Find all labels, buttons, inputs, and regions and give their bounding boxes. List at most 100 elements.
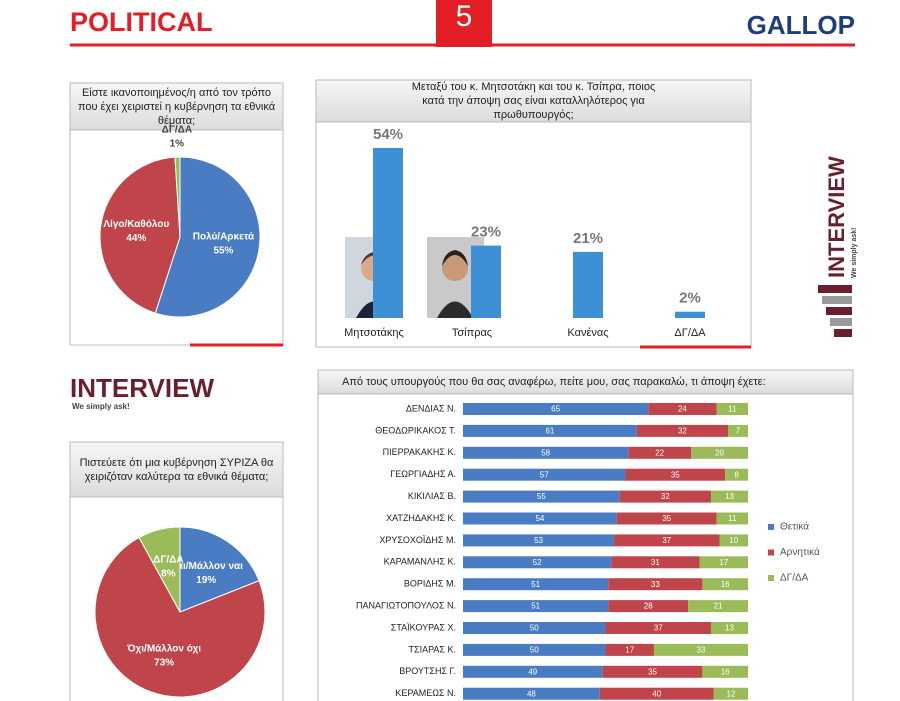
bar-segment [628,446,691,459]
pie-slice [179,526,260,613]
page-box [436,0,492,47]
value-label: 24 [678,405,687,414]
y-tick-label: ΤΣΙΑΡΑΣ Κ. [409,644,456,654]
bar-segment [463,600,609,613]
value-label: 32 [678,427,687,436]
legend-swatch [768,575,774,581]
logo-name: INTERVIEW [70,373,214,403]
bar-segment [710,490,748,503]
value-label: 21 [714,602,723,611]
pie-slice [138,526,181,613]
bar-segment [616,512,717,525]
legend-swatch [768,524,774,530]
bar-segment [611,556,700,569]
bar-segment [463,446,629,459]
bar [471,245,501,318]
value-label: 17 [719,558,728,567]
legend-swatch [768,549,774,556]
bar-segment [463,512,617,525]
bar-segment [608,578,703,591]
logo-mark [818,285,852,337]
logo-slogan: We simply ask! [72,402,130,411]
pie-slice [99,156,181,314]
value-label: 21% [573,230,603,247]
bar-segment [463,578,609,591]
slice-value: 55% [213,246,233,257]
x-tick-label: Κανένας [567,327,608,339]
value-label: 65 [551,405,560,414]
bar-segment [716,512,748,525]
value-label: 52 [533,558,542,567]
bar [675,311,705,318]
value-label: 10 [729,536,738,545]
slice-value: 19% [196,575,216,586]
slice-label: Πολύ/Αρκετά [193,232,255,243]
pie-slice [94,536,266,698]
bar [573,251,603,318]
slice-label: Λίγο/Καθόλου [103,219,169,230]
pie-slice [174,156,181,238]
value-label: 13 [725,624,734,633]
bar-segment [713,687,748,700]
y-tick-label: ΧΡΥΣΟΧΟΪΔΗΣ Μ. [379,535,456,545]
value-label: 48 [527,689,536,698]
page-number: 5 [456,0,473,33]
slice-value: 44% [126,233,146,244]
slice-value: 73% [154,658,174,669]
value-label: 53 [534,536,543,545]
bar-segment [463,490,620,503]
chart-title: Μεταξύ του κ. Μητσοτάκη και του κ. Τσίπρ… [411,81,656,121]
value-label: 51 [531,580,540,589]
value-label: 40 [652,689,661,698]
value-label: 13 [725,492,734,501]
bar-segment [463,534,615,547]
slice-value: 1% [170,139,185,150]
value-label: 12 [726,689,735,698]
value-label: 33 [697,646,706,655]
y-tick-label: ΚΕΡΑΜΕΩΣ Ν. [395,688,456,698]
y-tick-label: ΚΙΚΙΛΙΑΣ Β. [408,491,456,501]
bar-segment [725,468,748,481]
value-label: 51 [531,602,540,611]
bar-segment [605,622,711,634]
value-label: 8 [734,470,739,479]
legend-label: ΔΓ/ΔΑ [780,573,809,584]
bar-segment [463,665,603,678]
bar-segment [699,556,748,569]
value-label: 11 [728,405,737,414]
value-label: 37 [654,624,663,633]
bar-segment [463,687,600,700]
y-tick-label: ΒΡΟΥΤΣΗΣ Γ. [399,666,456,676]
bar-segment [625,468,726,481]
panel-header [69,441,284,498]
y-tick-label: ΒΟΡΙΔΗΣ Μ. [404,579,456,589]
value-label: 50 [530,624,539,633]
y-tick-label: ΣΤΑΪΚΟΥΡΑΣ Χ. [391,622,456,632]
legend-label: Αρνητικά [780,546,820,558]
panel-header [69,82,284,131]
value-label: 22 [655,448,664,457]
bar-segment [728,424,748,437]
bar-segment [653,643,748,656]
value-label: 31 [651,558,660,567]
logo-slogan: We simply ask! [851,228,858,278]
logo-vertical: INTERVIEW We simply ask! [824,156,858,278]
bar-segment [636,424,729,437]
slice-value: 8% [161,568,176,579]
chart-title: Είστε ικανοποιημένος/η από τον τρόπο που… [77,86,276,127]
value-label: 33 [651,580,660,589]
bar-segment [614,534,720,547]
slice-label: ΔΓ/ΔΑ [162,125,192,136]
bar-segment [702,665,748,678]
bar-segment [605,643,654,656]
value-label: 16 [721,580,730,589]
pie-slice [154,156,261,318]
chart-title: Από τους υπουργούς που θα σας αναφέρω, π… [342,376,766,388]
y-tick-label: ΠΑΝΑΓΙΩΤΟΠΟΥΛΟΣ Ν. [356,600,456,610]
bar-segment [463,468,626,481]
bar-segment [688,600,748,613]
value-label: 32 [661,492,670,501]
value-label: 55 [537,492,546,501]
value-label: 20 [715,448,724,457]
